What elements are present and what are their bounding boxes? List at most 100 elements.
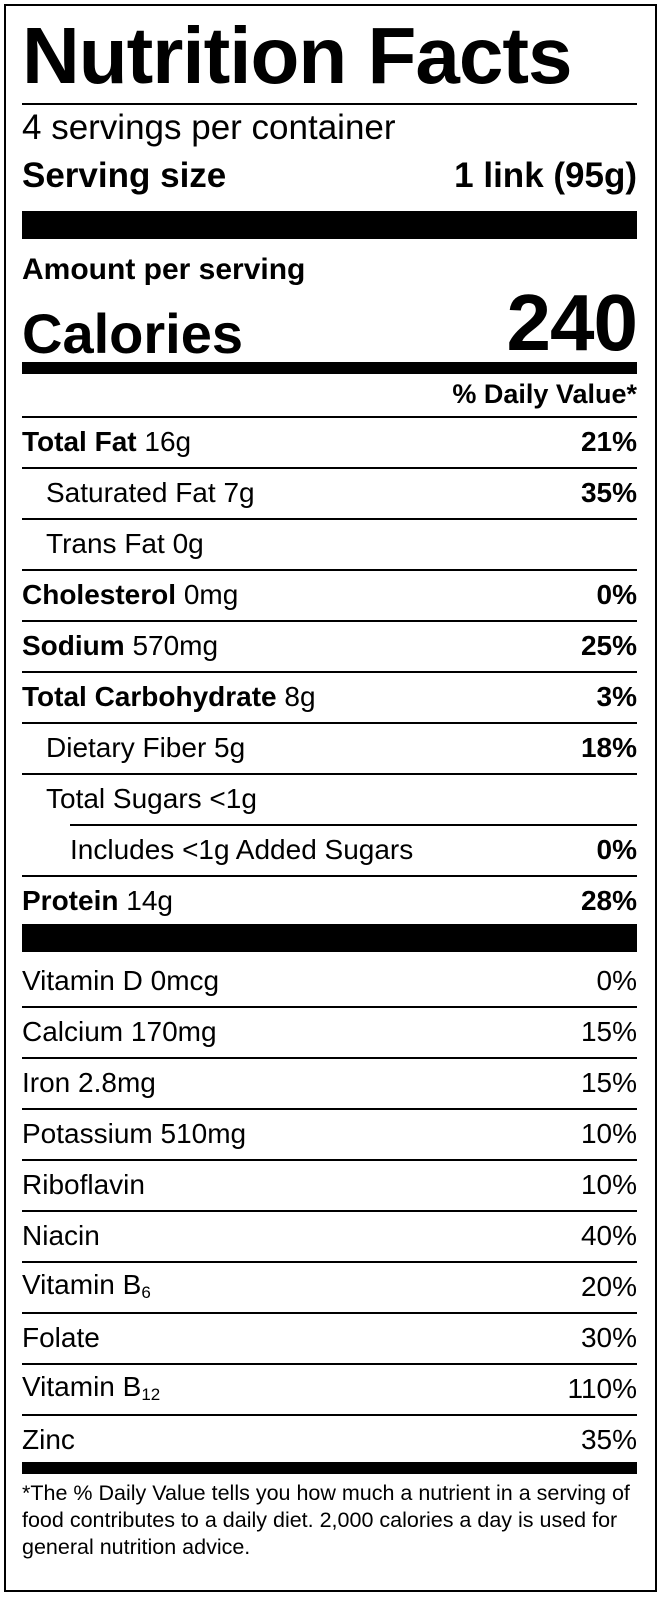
row-divider [22, 773, 637, 775]
row-divider [22, 875, 637, 877]
nutrient-amount: 570mg [132, 630, 219, 661]
nutrient-label: Total Sugars [46, 783, 202, 814]
vitamin-row: Folate 30% [22, 1313, 637, 1363]
vitamin-row: Riboflavin 10% [22, 1160, 637, 1210]
nutrient-name: Sodium 570mg [22, 630, 218, 662]
nutrient-amount: 0mcg [150, 965, 220, 996]
nutrient-label: Potassium [22, 1118, 153, 1149]
daily-value-percent: 40% [580, 1220, 637, 1251]
vitamin-subscript: 6 [141, 1283, 151, 1302]
daily-value-percent: 20% [580, 1271, 637, 1302]
row-divider [22, 722, 637, 724]
divider [22, 103, 637, 105]
daily-value-percent: 21% [580, 426, 637, 457]
nutrient-label: Folate [22, 1322, 100, 1353]
nutrient-name: Total Sugars <1g [46, 783, 257, 815]
vitamin-row: Vitamin D 0mcg 0% [22, 956, 637, 1006]
medium-divider [22, 362, 637, 374]
nutrient-name: Protein 14g [22, 885, 173, 917]
vitamin-subscript: 12 [141, 1385, 161, 1404]
daily-value-percent: 10% [580, 1169, 637, 1200]
daily-value-percent: 3% [596, 681, 637, 712]
daily-value-percent: 0% [596, 965, 637, 996]
calories-row: Calories 240 [22, 278, 638, 367]
nutrient-amount: 2.8mg [78, 1067, 156, 1098]
row-divider [22, 1006, 637, 1008]
nutrient-row: Total Sugars <1g [46, 774, 637, 824]
nutrient-row: Sodium 570mg 25% [22, 621, 637, 671]
daily-value-percent: 110% [567, 1373, 637, 1404]
nutrient-name: Vitamin D 0mcg [22, 965, 219, 997]
nutrient-name: Niacin [22, 1220, 100, 1252]
nutrient-name: Total Fat 16g [22, 426, 191, 458]
daily-value-percent: 28% [580, 885, 637, 916]
row-divider [70, 824, 637, 826]
daily-value-percent: 15% [580, 1016, 637, 1047]
daily-value-percent: 0% [596, 579, 637, 610]
row-divider [22, 1414, 637, 1416]
nutrient-label: Total Carbohydrate [22, 681, 277, 712]
nutrient-name: Cholesterol 0mg [22, 579, 238, 611]
serving-size-label: Serving size [22, 156, 227, 195]
nutrient-row: Saturated Fat 7g 35% [46, 468, 637, 518]
row-divider [22, 620, 637, 622]
daily-value-percent: 35% [580, 1424, 637, 1455]
footnote: *The % Daily Value tells you how much a … [22, 1481, 630, 1559]
daily-value-percent: 18% [580, 732, 637, 763]
nutrient-amount: 170mg [130, 1016, 217, 1047]
nutrient-name: Dietary Fiber 5g [46, 732, 245, 764]
row-divider [22, 1363, 637, 1365]
servings-per-container: 4 servings per container [22, 108, 396, 147]
nutrient-row: Protein 14g 28% [22, 876, 637, 926]
vitamin-row: Potassium 510mg 10% [22, 1109, 637, 1159]
nutrient-label: Vitamin B [22, 1269, 142, 1300]
vitamin-row: Iron 2.8mg 15% [22, 1058, 637, 1108]
thick-divider [22, 924, 637, 952]
daily-value-percent: 30% [580, 1322, 637, 1353]
row-divider [22, 1261, 637, 1263]
nutrient-name: Potassium 510mg [22, 1118, 246, 1150]
serving-size-value: 1 link (95g) [454, 156, 637, 195]
nutrient-name: Calcium 170mg [22, 1016, 217, 1048]
nutrient-label: Calcium [22, 1016, 124, 1047]
nutrient-label: Saturated Fat [46, 477, 216, 508]
vitamin-row: Vitamin B12 110% [22, 1364, 637, 1414]
nutrient-row: Total Carbohydrate 8g 3% [22, 672, 637, 722]
nutrient-amount: 8g [284, 681, 316, 712]
nutrient-label: Includes <1g Added Sugars [70, 834, 414, 865]
daily-value-percent: 10% [580, 1118, 637, 1149]
calories-value: 240 [506, 278, 638, 367]
nutrient-name: Saturated Fat 7g [46, 477, 255, 509]
nutrient-label: Vitamin B [22, 1371, 142, 1402]
nutrient-label: Riboflavin [22, 1169, 145, 1200]
nutrient-name: Vitamin B6 [22, 1269, 151, 1305]
nutrient-row: Includes <1g Added Sugars 0% [70, 825, 637, 875]
amount-per-serving: Amount per serving [22, 253, 306, 286]
nutrient-amount: 14g [126, 885, 173, 916]
nutrient-label: Cholesterol [22, 579, 177, 610]
nutrient-name: Includes <1g Added Sugars [70, 834, 413, 866]
nutrient-label: Iron [22, 1067, 71, 1098]
nutrient-label: Zinc [22, 1424, 75, 1455]
row-divider [22, 416, 637, 418]
daily-value-percent: 15% [580, 1067, 637, 1098]
nutrient-name: Iron 2.8mg [22, 1067, 156, 1099]
nutrient-row: Cholesterol 0mg 0% [22, 570, 637, 620]
nutrition-facts-label: Nutrition Facts 4 servings per container… [4, 4, 657, 1592]
nutrient-label: Niacin [22, 1220, 100, 1251]
daily-value-percent: 35% [580, 477, 637, 508]
nutrient-label: Vitamin D [22, 965, 143, 996]
row-divider [22, 1159, 637, 1161]
nutrient-name: Folate [22, 1322, 100, 1354]
row-divider [22, 467, 637, 469]
nutrient-label: Trans Fat [46, 528, 165, 559]
nutrient-name: Riboflavin [22, 1169, 145, 1201]
row-divider [22, 518, 637, 520]
nutrient-amount: 5g [214, 732, 246, 763]
nutrient-name: Zinc [22, 1424, 75, 1456]
nutrient-name: Total Carbohydrate 8g [22, 681, 316, 713]
daily-value-percent: 0% [596, 834, 637, 865]
label-content: Nutrition Facts 4 servings per container… [22, 6, 638, 1590]
nutrient-name: Trans Fat 0g [46, 528, 204, 560]
nutrient-row: Total Fat 16g 21% [22, 417, 637, 467]
